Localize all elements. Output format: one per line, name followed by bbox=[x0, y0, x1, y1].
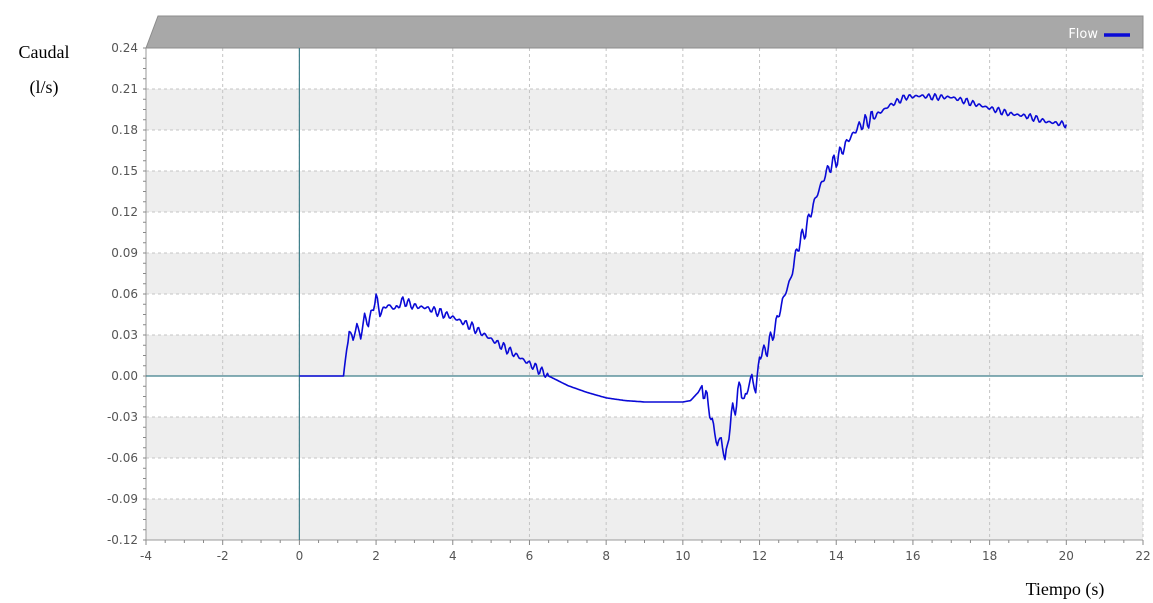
x-tick-label: 14 bbox=[829, 549, 844, 563]
x-tick-label: 16 bbox=[905, 549, 920, 563]
minor-ticks bbox=[143, 47, 1144, 545]
legend: Flow bbox=[1068, 27, 1130, 42]
y-tick-label: 0.06 bbox=[111, 287, 138, 301]
y-tick-label: -0.03 bbox=[107, 410, 138, 424]
x-tick-label: 4 bbox=[449, 549, 457, 563]
header-bar-shape bbox=[145, 15, 1144, 49]
y-tick-label: 0.09 bbox=[111, 246, 138, 260]
plot-band bbox=[146, 212, 1143, 253]
plot-band bbox=[146, 417, 1143, 458]
plot-band bbox=[146, 458, 1143, 499]
plot-background-bands bbox=[146, 48, 1143, 540]
plot-band bbox=[146, 48, 1143, 89]
x-tick-label: 20 bbox=[1059, 549, 1074, 563]
legend-label-flow: Flow bbox=[1068, 27, 1098, 42]
y-tick-label: 0.12 bbox=[111, 205, 138, 219]
plot-band bbox=[146, 499, 1143, 540]
y-tick-labels: -0.12 -0.09 -0.06 -0.03 0.00 0.03 0.06 0.09 0.12… bbox=[107, 41, 138, 547]
x-tick-label: 6 bbox=[526, 549, 534, 563]
y-tick-label: -0.06 bbox=[107, 451, 138, 465]
series-line-flow bbox=[299, 93, 1068, 461]
y-tick-label: 0.15 bbox=[111, 164, 138, 178]
y-tick-label: 0.24 bbox=[111, 41, 138, 55]
x-tick-label: 18 bbox=[982, 549, 997, 563]
plot-band bbox=[146, 294, 1143, 335]
x-tick-label: 12 bbox=[752, 549, 767, 563]
y-tick-label: 0.00 bbox=[111, 369, 138, 383]
x-tick-label: -2 bbox=[217, 549, 229, 563]
y-tick-label: -0.12 bbox=[107, 533, 138, 547]
y-tick-label: 0.03 bbox=[111, 328, 138, 342]
plot-band bbox=[146, 335, 1143, 376]
plot-band bbox=[146, 130, 1143, 171]
y-axis-label-line2: (l/s) bbox=[30, 77, 59, 98]
y-tick-label: -0.09 bbox=[107, 492, 138, 506]
plot-band bbox=[146, 253, 1143, 294]
x-tick-label: 8 bbox=[602, 549, 610, 563]
x-tick-labels: -4 -2 0 2 4 6 8 10 12 14 16 18 20 22 bbox=[140, 549, 1151, 563]
x-tick-label: -4 bbox=[140, 549, 152, 563]
y-axis-label-line1: Caudal bbox=[19, 42, 70, 62]
y-tick-label: 0.18 bbox=[111, 123, 138, 137]
x-tick-label: 10 bbox=[675, 549, 690, 563]
x-axis-label: Tiempo (s) bbox=[1026, 579, 1105, 600]
plot-band bbox=[146, 89, 1143, 130]
x-tick-label: 2 bbox=[372, 549, 380, 563]
plot-band bbox=[146, 376, 1143, 417]
y-tick-label: 0.21 bbox=[111, 82, 138, 96]
x-tick-label: 22 bbox=[1135, 549, 1150, 563]
x-tick-label: 0 bbox=[296, 549, 304, 563]
plot-band bbox=[146, 171, 1143, 212]
